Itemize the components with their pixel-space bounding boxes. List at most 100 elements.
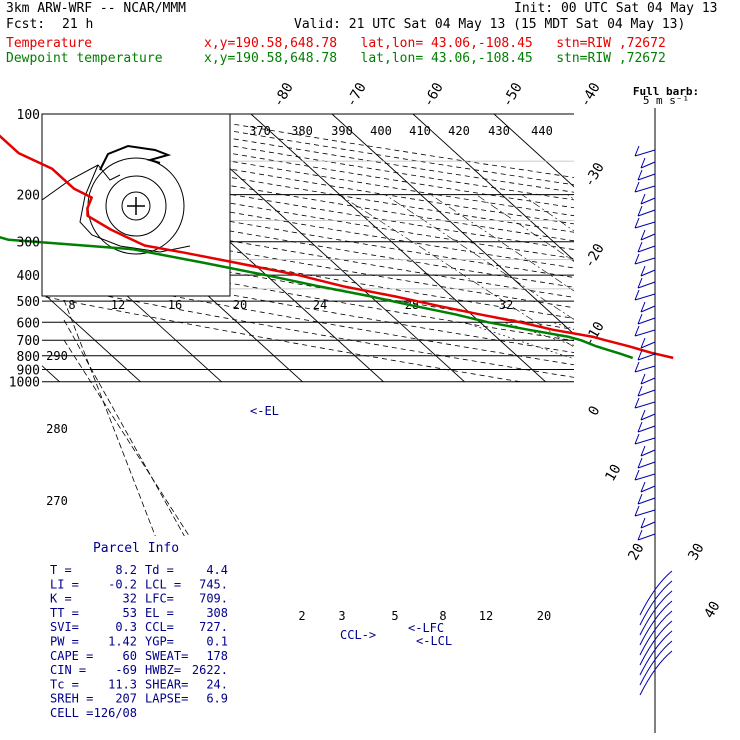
wind-barb [640,157,656,169]
wind-barb [634,505,656,517]
moist-adiabat-line [339,194,574,348]
mixing-ratio-label: 12 [479,609,493,623]
theta-label: 400 [370,124,392,138]
wind-barb [634,433,656,445]
wind-barb [640,373,656,385]
parcel-field-value: 178 [206,649,228,663]
wind-barb [637,241,656,253]
parcel-field-value: 60 [123,649,137,663]
parcel-info-panel: Parcel Info T = 8.2 Td = 4.4 LI = -0.2 LCL = 745… [42,536,230,733]
wind-barbs: Full barb:5 m s⁻¹ [633,85,699,733]
pressure-label: 800 [17,350,40,365]
pressure-label: 500 [17,295,40,310]
isotherm-label: -70 [343,80,370,110]
lcl-annotation: <-LCL [416,634,452,648]
moist-adiabat-line [697,195,740,382]
wind-barb [639,620,673,666]
hodo-speed-label: 8 [68,298,75,312]
isotherm-label: 40 [701,599,723,622]
parcel-field-value: -69 [115,663,137,677]
mixing-ratio-line [463,321,574,360]
parcel-field-label: HWBZ= [145,663,181,677]
pressure-label: 400 [17,269,40,284]
full-barb-value: 5 m s⁻¹ [643,94,689,107]
wind-barb [640,265,656,277]
isotherm-label: -20 [581,241,608,271]
parcel-field-label: PW = [50,635,79,649]
dewpoint-legend-info: x,y=190.58,648.78 lat,lon= 43.06,-108.45… [204,51,666,66]
theta-label: 380 [291,124,313,138]
theta-label: 430 [488,124,510,138]
isotherm-label: 30 [685,541,707,564]
mixing-ratio-line [715,322,740,381]
mixing-ratio-line [650,322,740,381]
parcel-field-label: SVI= [50,620,79,634]
sounding-profiles [0,134,674,360]
wind-barb [639,590,673,636]
mixing-ratio-line [552,321,574,330]
lfc-annotation: <-LFC [408,621,444,635]
isotherm-line [42,291,141,383]
pressure-label: 900 [17,363,40,378]
moist-adiabat-line [476,194,574,262]
parcel-field-label: SREH = [50,692,93,706]
forecast-hour: 21 h [62,17,94,32]
ccl-annotation: CCL-> [340,628,376,642]
pressure-label: 1000 [9,376,40,391]
wind-barb [634,181,656,193]
terrain-contour [41,164,191,253]
theta-label: 370 [249,124,271,138]
parcel-field-label: SHEAR= [145,677,188,691]
parcel-field-label: LAPSE= [145,692,188,706]
pressure-label: 300 [17,236,40,251]
parcel-field-value: 0.3 [115,620,137,634]
forecast-label: Fcst: [6,17,46,32]
wind-barb [640,481,656,493]
pressure-label: 600 [17,316,40,331]
wind-barb [639,570,673,616]
wind-barb [639,600,673,646]
dry-adiabat-line [42,271,574,366]
parcel-field-value: 1.42 [108,635,137,649]
terrain-contour-bold [99,144,172,171]
parcel-field-value: -0.2 [108,577,137,591]
wind-barb [640,409,656,421]
theta-label: 420 [448,124,470,138]
parcel-field-value: 53 [123,606,137,620]
hodo-speed-label: 16 [168,298,182,312]
parcel-field-label: CIN = [50,663,86,677]
mixing-ratio-line [504,321,574,346]
parcel-field-label: CCL= [145,620,174,634]
parcel-field-label: CELL = [50,706,93,720]
moist-adiabat-line [384,194,574,320]
parcel-field-label: YGP= [145,635,174,649]
wind-barb [637,313,656,325]
hodo-speed-label: 24 [313,298,327,312]
moist-adiabat-line [613,195,740,382]
temperature-legend-label: Temperature [6,36,93,51]
wind-barb [639,610,673,656]
wind-barb [639,640,673,686]
parcel-field-value: 207 [115,692,137,706]
parcel-field-value: 126/08 [94,706,137,720]
theta-label: 440 [531,124,553,138]
temperature-profile-line [0,134,674,360]
pressure-label: 100 [17,108,40,123]
wind-barb [637,385,656,397]
wind-barb [640,229,656,241]
parcel-field-value: 727. [199,620,228,634]
parcel-field-label: K = [50,592,72,606]
pressure-label: 700 [17,334,40,349]
wind-barb [634,253,656,265]
wind-barb [634,469,656,481]
isotherm-label: -30 [581,160,608,190]
parcel-field-label: SWEAT= [145,649,188,663]
parcel-field-label: LCL = [145,577,181,591]
moist-adiabat-line [657,195,740,382]
wind-barb [639,580,673,626]
dry-adiabat-line [42,283,574,378]
valid-time: Valid: 21 UTC Sat 04 May 13 (15 MDT Sat … [294,17,686,32]
parcel-info-title: Parcel Info [93,541,179,556]
